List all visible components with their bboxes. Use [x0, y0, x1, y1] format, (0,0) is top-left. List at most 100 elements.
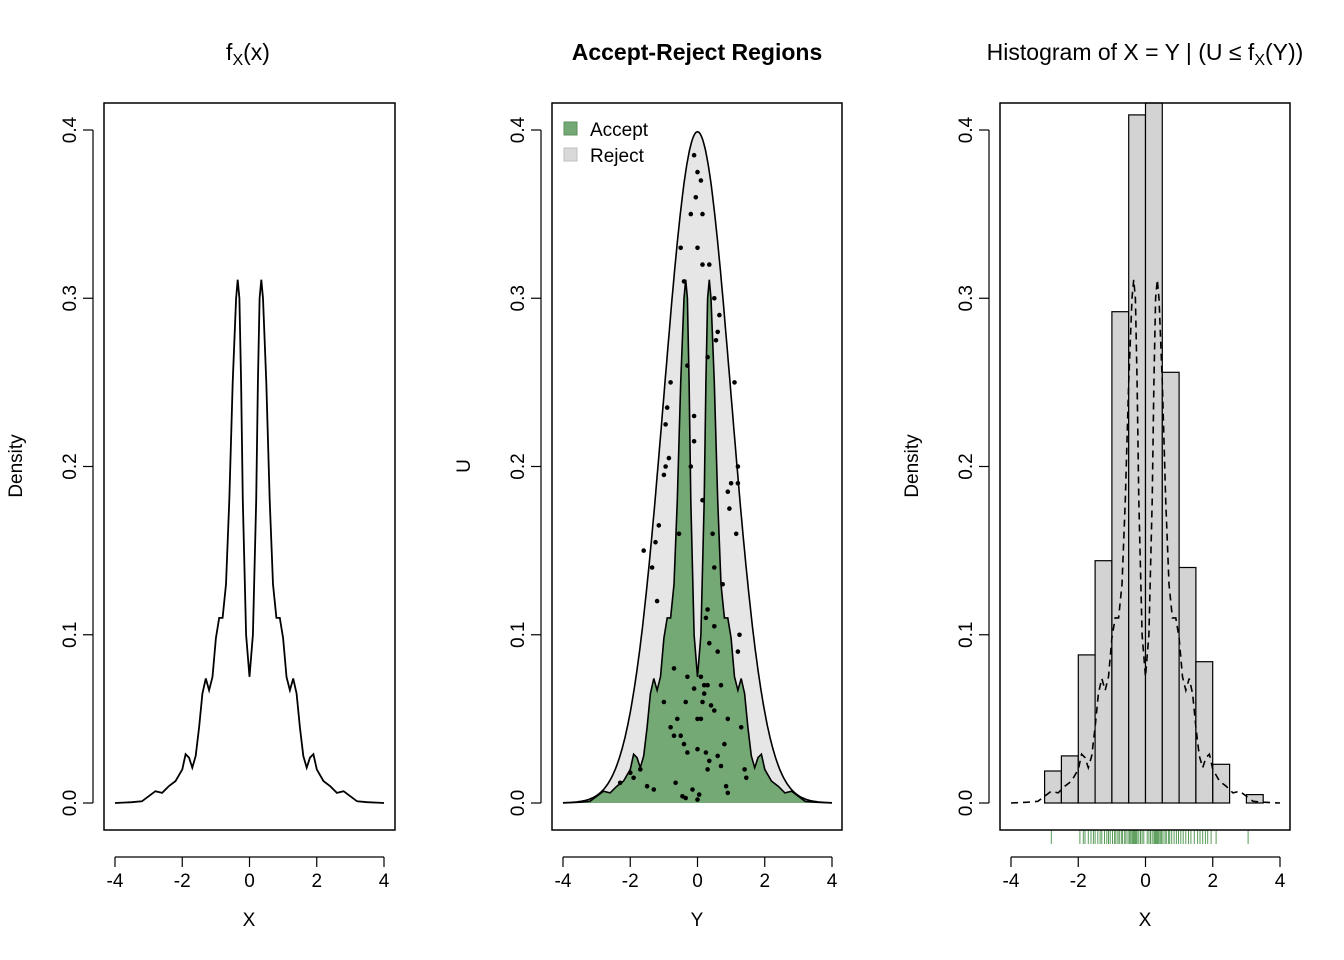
sample-point [691, 413, 697, 419]
x-tick-label: 4 [1275, 871, 1286, 892]
sample-point [664, 405, 670, 410]
sample-point [698, 178, 704, 183]
sample-point [681, 279, 687, 284]
sample-point [742, 767, 747, 772]
y-tick-label: 0.2 [508, 453, 529, 479]
x-tick-label: -4 [555, 871, 572, 892]
sample-point [678, 733, 683, 738]
sample-point [631, 775, 636, 781]
sample-point [683, 699, 688, 705]
sample-point [703, 615, 709, 621]
y-tick-label: 0.3 [508, 285, 529, 311]
sample-point [712, 296, 717, 301]
sample-point [661, 472, 667, 478]
sample-point [638, 767, 643, 772]
sample-point [688, 464, 694, 469]
axes: -4 -2 0 2 4 0.0 0.1 0.2 0.3 0.4 [508, 116, 838, 892]
sample-point [715, 649, 720, 654]
histogram-bar [1161, 371, 1180, 804]
x-tick-label: 0 [244, 871, 255, 892]
sample-point [712, 565, 717, 570]
sample-point [691, 439, 697, 444]
sample-point [695, 716, 700, 722]
x-axis-title: X [1139, 910, 1152, 931]
histogram-bar [1212, 763, 1231, 804]
x-tick-label: -2 [1070, 871, 1087, 892]
sample-point [695, 169, 700, 175]
reject-region [563, 131, 832, 803]
y-tick-label: 0.4 [60, 116, 81, 143]
y-axis-title: U [454, 459, 475, 473]
x-tick-label: -4 [1003, 871, 1020, 892]
accept-region [563, 279, 832, 803]
x-tick-label: 0 [692, 871, 703, 892]
sample-point [671, 733, 677, 738]
sample-point [701, 691, 707, 696]
sample-point [720, 582, 725, 587]
sample-point [653, 539, 658, 545]
y-tick-label: 0.0 [60, 790, 81, 816]
axes: -4 -2 0 2 4 0.0 0.1 0.2 0.3 0.4 [956, 116, 1286, 892]
y-axis-title: Density [6, 434, 27, 498]
sample-point [695, 245, 700, 251]
y-tick-label: 0.1 [956, 622, 977, 648]
x-tick-label: 4 [827, 871, 838, 892]
panel1-title: fX(x) [226, 39, 270, 69]
sample-point [725, 790, 731, 796]
histogram-bar [1128, 114, 1147, 804]
sample-point [685, 363, 690, 368]
sample-point [705, 767, 710, 772]
sample-point [705, 682, 710, 688]
sample-point [663, 464, 668, 469]
sample-point [688, 211, 694, 217]
sample-point [744, 775, 749, 781]
sample-point [617, 780, 623, 786]
histogram-bar [1060, 755, 1079, 804]
sample-point [671, 666, 677, 671]
x-axis-title: X [243, 910, 256, 931]
sample-point [656, 523, 662, 528]
sample-points [617, 152, 749, 802]
y-tick-label: 0.2 [60, 453, 81, 479]
sample-point [681, 741, 687, 747]
plot-box [551, 102, 843, 831]
sample-point [654, 598, 660, 604]
sample-point [644, 783, 650, 789]
sample-point [685, 674, 690, 680]
sample-point [695, 746, 700, 752]
sample-point [691, 686, 697, 691]
sample-point [705, 607, 710, 612]
y-tick-label: 0.3 [956, 285, 977, 311]
sample-point [717, 312, 722, 318]
axes: -4 -2 0 2 4 0.0 0.1 0.2 0.3 0.4 [60, 116, 390, 892]
legend-label-reject: Reject [590, 146, 645, 167]
sample-point [707, 758, 712, 764]
sample-point [700, 211, 705, 217]
sample-point [725, 716, 731, 722]
sample-point [713, 338, 719, 343]
histogram-bar [1111, 311, 1130, 804]
sample-point [737, 632, 742, 638]
histogram-bar [1043, 770, 1062, 804]
sample-point [703, 750, 709, 755]
y-tick-label: 0.1 [508, 622, 529, 648]
y-tick-label: 0.2 [956, 453, 977, 479]
panel3-title: Histogram of X = Y | (U ≤ fX(Y)) [987, 39, 1304, 69]
y-tick-label: 0.0 [508, 790, 529, 816]
sample-point [733, 531, 739, 537]
sample-point [683, 795, 688, 801]
density-curve [114, 279, 385, 804]
sample-point [705, 354, 710, 360]
y-tick-label: 0.3 [60, 285, 81, 311]
sample-point [707, 262, 712, 267]
x-tick-label: 4 [379, 871, 390, 892]
x-tick-label: -4 [107, 871, 124, 892]
sample-point [668, 380, 673, 385]
panel2-title: Accept-Reject Regions [572, 39, 823, 65]
histogram-bar [1178, 566, 1197, 804]
sample-point [725, 489, 731, 495]
density-curve-dashed [1010, 279, 1281, 804]
histogram-bar [1077, 654, 1096, 804]
sample-point [710, 531, 715, 537]
